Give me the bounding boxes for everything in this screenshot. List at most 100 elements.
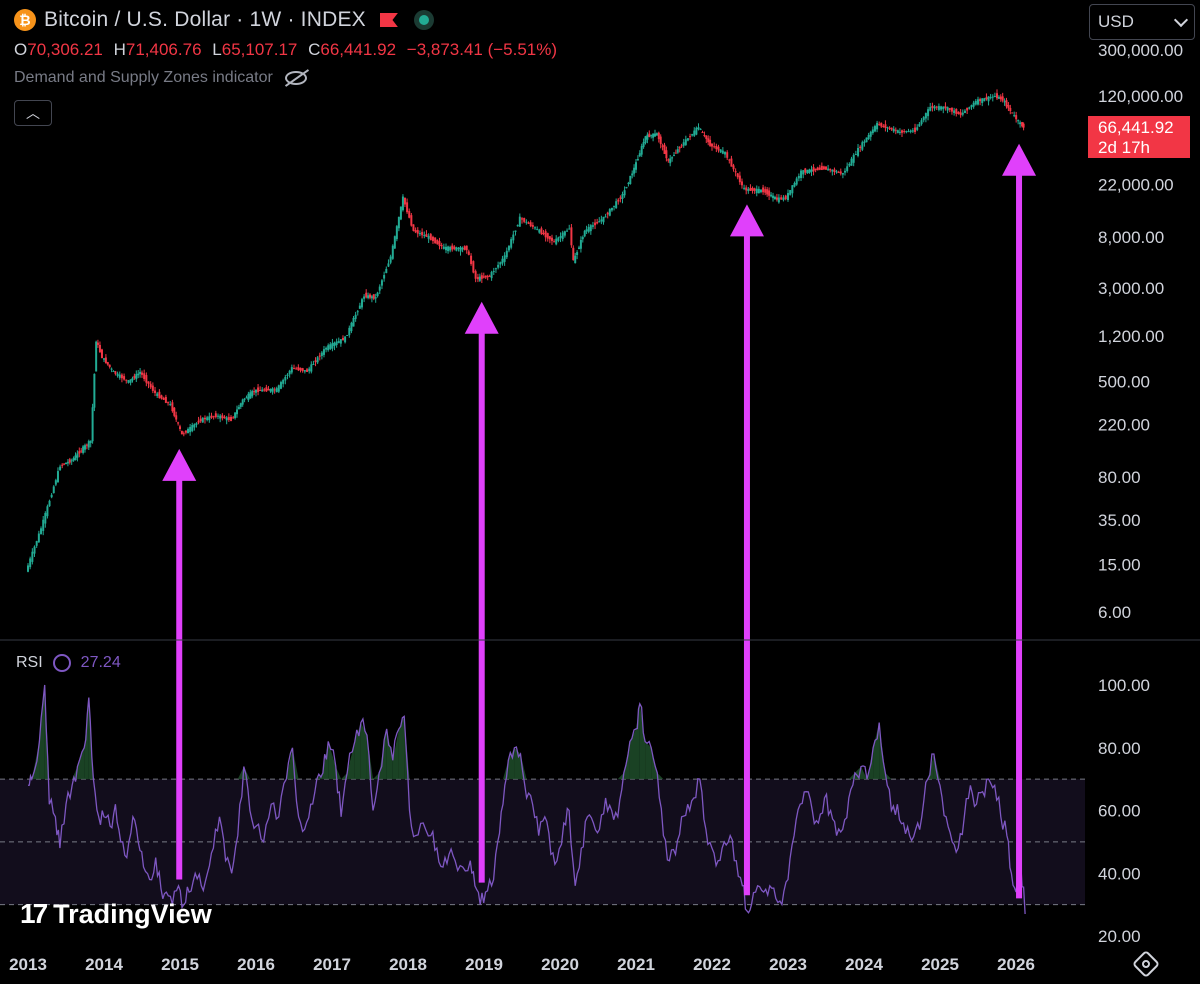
price-candle-body (120, 374, 123, 379)
price-candle-body (772, 195, 775, 199)
price-tick-label: 120,000.00 (1098, 87, 1183, 106)
symbol-title-row[interactable]: ₿ Bitcoin / U.S. Dollar · 1W · INDEX (14, 8, 434, 32)
price-candle-body (523, 218, 526, 222)
price-candle-body (686, 138, 689, 141)
price-candle-body (239, 403, 242, 407)
price-candle-body (322, 349, 325, 355)
price-candle-body (76, 453, 79, 458)
price-candle-body (699, 128, 702, 130)
price-candle-body (544, 231, 547, 238)
price-candle-body (490, 272, 493, 279)
price-candle-body (937, 106, 940, 110)
close-value: 66,441.92 (320, 40, 397, 59)
price-candle-body (480, 275, 483, 279)
price-tick-label: 6.00 (1098, 603, 1131, 622)
price-candle-body (591, 225, 594, 227)
price-candle-body (354, 314, 357, 319)
price-candle-body (37, 533, 40, 543)
price-candle-body (644, 136, 647, 143)
price-candle-body (236, 409, 238, 415)
tradingview-logo[interactable]: 17 TradingView (20, 898, 212, 930)
rsi-overbought-fill (373, 772, 380, 780)
rsi-tick-label: 40.00 (1098, 864, 1141, 883)
price-candle-body (640, 146, 643, 155)
annotation-arrows (162, 143, 1037, 899)
price-candle-body (598, 221, 601, 223)
price-candle-body (54, 480, 57, 485)
price-candle-body (35, 541, 38, 546)
price-candle-body (642, 142, 645, 147)
time-tick-label: 2013 (9, 955, 47, 974)
price-candle-body (33, 546, 36, 554)
price-candle-body (955, 108, 958, 114)
price-candle-body (857, 147, 860, 156)
price-candle-body (189, 426, 192, 433)
price-candle-body (579, 239, 582, 249)
price-candle-body (557, 237, 560, 241)
flag-icon[interactable] (379, 13, 398, 27)
price-candle-body (812, 167, 815, 172)
price-candle-body (621, 194, 624, 199)
price-candle-body (648, 133, 651, 137)
price-candle-body (1001, 96, 1004, 101)
price-candle-body (465, 245, 468, 251)
currency-select[interactable]: USD (1089, 4, 1195, 40)
price-candle-body (852, 154, 855, 163)
price-candle-body (387, 263, 390, 267)
price-candle-body (968, 107, 971, 109)
indicator-row[interactable]: Demand and Supply Zones indicator (14, 69, 307, 87)
time-tick-label: 2014 (85, 955, 123, 974)
price-candle-body (825, 166, 827, 170)
price-candle-body (463, 246, 466, 250)
indicator-name[interactable]: Demand and Supply Zones indicator (14, 69, 273, 86)
price-candle-body (151, 385, 154, 391)
collapse-legend-button[interactable]: ︿ (14, 100, 52, 126)
price-candle-body (555, 238, 558, 245)
price-candle-body (650, 135, 653, 137)
price-candle-body (221, 415, 224, 419)
price-candle-body (184, 430, 187, 433)
price-candle-body (87, 441, 90, 448)
price-candle-body (985, 97, 988, 100)
price-candle-body (625, 187, 628, 189)
time-tick-label: 2016 (237, 955, 275, 974)
price-candle-body (358, 305, 361, 309)
price-candle-body (197, 420, 200, 423)
refresh-icon[interactable] (52, 654, 71, 672)
price-candle-body (401, 196, 404, 211)
price-candle-body (199, 418, 202, 422)
annotation-arrow-head (162, 448, 197, 481)
market-status-icon[interactable] (413, 10, 434, 30)
price-candle-body (755, 188, 758, 194)
price-candle-body (412, 224, 415, 231)
price-candle-body (659, 136, 662, 145)
price-candle-body (457, 248, 460, 250)
price-candle-body (403, 197, 406, 205)
rsi-label[interactable]: RSI (16, 654, 43, 671)
price-candle-body (284, 376, 287, 381)
eye-hidden-icon[interactable] (284, 71, 307, 85)
price-candle-body (312, 363, 315, 365)
price-candle-body (911, 130, 914, 132)
price-candle-body (497, 264, 500, 268)
rsi-legend[interactable]: RSI 27.24 (16, 654, 121, 672)
price-candle-body (740, 181, 743, 186)
price-tick-label: 8,000.00 (1098, 228, 1164, 247)
price-candle-body (738, 175, 741, 183)
price-candle-body (27, 565, 29, 572)
price-candle-body (331, 342, 334, 349)
price-candle-body (996, 93, 998, 99)
price-candle-body (888, 127, 891, 129)
price-candle-body (370, 296, 373, 299)
price-candle-body (782, 197, 785, 201)
open-label: O (14, 40, 28, 59)
price-candle-body (711, 143, 713, 147)
price-candle-body (1007, 105, 1010, 109)
price-candle-body (946, 107, 949, 111)
symbol-title[interactable]: Bitcoin / U.S. Dollar · 1W · INDEX (44, 8, 366, 31)
price-candle-body (518, 216, 521, 227)
price-candle-body (201, 417, 204, 423)
price-candle-body (261, 389, 264, 392)
price-candle-body (501, 258, 504, 264)
